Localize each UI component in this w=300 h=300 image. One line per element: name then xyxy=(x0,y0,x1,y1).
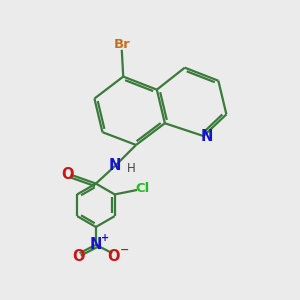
Text: O: O xyxy=(61,167,73,182)
Text: +: + xyxy=(101,233,109,243)
Text: Br: Br xyxy=(113,38,130,51)
Text: O: O xyxy=(107,249,120,264)
Text: −: − xyxy=(120,245,129,255)
Text: N: N xyxy=(201,129,213,144)
Text: O: O xyxy=(72,249,84,264)
Text: Cl: Cl xyxy=(136,182,150,195)
Text: H: H xyxy=(127,162,136,175)
Text: N: N xyxy=(90,237,102,252)
Text: N: N xyxy=(109,158,122,173)
